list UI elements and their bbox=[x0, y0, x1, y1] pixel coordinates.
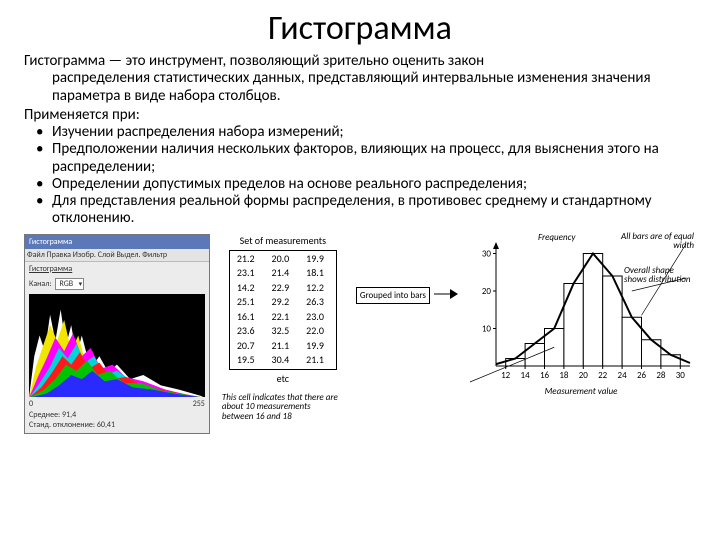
intro-paragraph: Гистограмма — это инструмент, позволяющи… bbox=[24, 53, 696, 105]
equal-width-note: All bars are of equal width bbox=[604, 232, 694, 250]
table-row: 23.632.522.0 bbox=[232, 325, 334, 338]
svg-text:24: 24 bbox=[618, 370, 628, 381]
page-title: Гистограмма bbox=[24, 8, 696, 49]
svg-text:22: 22 bbox=[598, 370, 608, 381]
menu-item[interactable]: Фильтр bbox=[142, 250, 167, 260]
menu-item[interactable]: Изобр. bbox=[73, 250, 96, 260]
table-row: 21.220.019.9 bbox=[232, 253, 334, 266]
overall-shape-note: Overall shape shows distribution bbox=[624, 266, 694, 284]
svg-text:12: 12 bbox=[501, 370, 511, 381]
histogram-stats: Среднее: 91,4 Станд. отклонение: 60,41 bbox=[25, 409, 209, 432]
data-table-etc: etc bbox=[218, 372, 348, 385]
table-row: 23.121.418.1 bbox=[232, 267, 334, 280]
window-menubar: Файл Правка Изобр. Слой Выдел. Фильтр bbox=[25, 249, 209, 262]
list-header: Применяется при: bbox=[24, 107, 696, 124]
data-table-panel: Set of measurements 21.220.019.9 23.121.… bbox=[218, 234, 348, 423]
grouped-arrow: Grouped into bars bbox=[356, 234, 458, 304]
table-row: 14.222.912.2 bbox=[232, 282, 334, 295]
table-row: 25.129.226.3 bbox=[232, 296, 334, 309]
distribution-chart: Frequency All bars are of equal width Ov… bbox=[466, 234, 696, 397]
menu-item[interactable]: Слой bbox=[98, 250, 115, 260]
table-row: 16.122.123.0 bbox=[232, 311, 334, 324]
svg-text:18: 18 bbox=[559, 370, 569, 381]
tab-histogram[interactable]: Гистограмма bbox=[29, 264, 72, 274]
svg-text:26: 26 bbox=[637, 370, 647, 381]
x-axis-label: Measurement value bbox=[466, 386, 696, 397]
intro-line1: Гистограмма — это инструмент, позволяющи… bbox=[24, 52, 484, 70]
cell-note: This cell indicates that there are about… bbox=[218, 393, 348, 423]
bullet-item: Предположении наличия нескольких факторо… bbox=[52, 141, 696, 176]
scale-max: 255 bbox=[193, 399, 205, 409]
bullet-item: Определении допустимых пределов на основ… bbox=[52, 176, 696, 193]
svg-text:10: 10 bbox=[482, 323, 492, 334]
svg-text:20: 20 bbox=[579, 370, 589, 381]
data-table-title: Set of measurements bbox=[218, 234, 348, 247]
menu-item[interactable]: Файл bbox=[27, 250, 45, 260]
svg-text:30: 30 bbox=[676, 370, 686, 381]
svg-text:14: 14 bbox=[521, 370, 531, 381]
intro-rest: распределения статистических данных, пре… bbox=[24, 70, 696, 105]
menu-item[interactable]: Правка bbox=[47, 250, 71, 260]
data-table: 21.220.019.9 23.121.418.1 14.222.912.2 2… bbox=[229, 250, 337, 370]
bullet-list: Изучении распределения набора измерений;… bbox=[24, 124, 696, 228]
arrow-icon bbox=[434, 287, 458, 301]
table-row: 19.530.421.1 bbox=[232, 354, 334, 367]
y-axis-label: Frequency bbox=[538, 232, 575, 243]
grouped-label: Grouped into bars bbox=[356, 287, 430, 304]
distribution-svg: 12 14 16 18 20 22 24 26 28 30 10 20 30 bbox=[466, 234, 696, 384]
table-row: 20.721.119.9 bbox=[232, 340, 334, 353]
svg-text:16: 16 bbox=[540, 370, 550, 381]
svg-text:20: 20 bbox=[482, 286, 492, 297]
window-titlebar: Гистограмма bbox=[25, 235, 209, 249]
svg-text:30: 30 bbox=[482, 248, 492, 259]
menu-item[interactable]: Выдел. bbox=[116, 250, 140, 260]
channel-label: Канал: bbox=[29, 279, 51, 289]
rgb-histogram-plot bbox=[29, 294, 205, 398]
scale-min: 0 bbox=[29, 399, 33, 409]
channel-select[interactable]: RGB bbox=[55, 278, 84, 290]
app-window: Гистограмма Файл Правка Изобр. Слой Выде… bbox=[24, 234, 210, 434]
svg-text:28: 28 bbox=[656, 370, 666, 381]
bullet-item: Для представления реальной формы распред… bbox=[52, 193, 696, 228]
bullet-item: Изучении распределения набора измерений; bbox=[52, 124, 696, 141]
